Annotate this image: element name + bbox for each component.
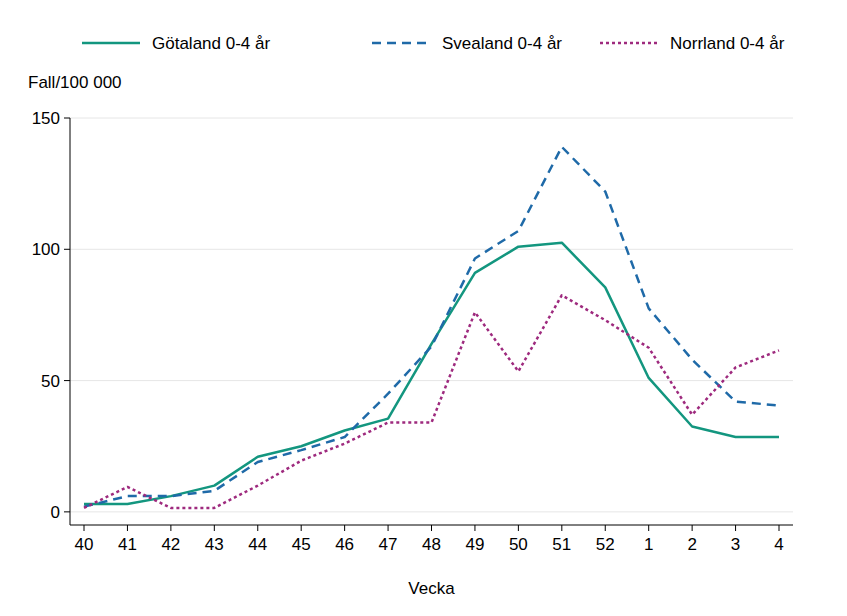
x-tick-label: 48 <box>422 535 441 554</box>
x-tick <box>170 525 171 531</box>
chart: 0 50 100 150 40 41 42 43 44 45 46 47 48 49 50 51 52 1 2 3 4 F… <box>0 0 847 616</box>
x-tick <box>344 525 345 531</box>
x-tick-label: 44 <box>248 535 267 554</box>
x-tick <box>605 525 606 531</box>
x-tick-label: 49 <box>465 535 484 554</box>
x-axis-title: Vecka <box>408 579 455 598</box>
grid-line <box>70 249 793 250</box>
x-tick-label: 42 <box>161 535 180 554</box>
x-tick <box>431 525 432 531</box>
x-tick <box>692 525 693 531</box>
y-tick-label: 100 <box>32 240 60 259</box>
x-tick-label: 40 <box>75 535 94 554</box>
x-tick <box>735 525 736 531</box>
y-tick-label: 50 <box>41 372 60 391</box>
plot-area <box>84 147 779 508</box>
x-tick-label: 45 <box>292 535 311 554</box>
x-tick-label: 41 <box>118 535 137 554</box>
grid-line <box>70 511 793 512</box>
y-tick <box>64 511 70 512</box>
x-tick <box>301 525 302 531</box>
x-tick-label: 46 <box>335 535 354 554</box>
x-tick-label: 4 <box>774 535 783 554</box>
y-tick <box>64 249 70 250</box>
x-tick <box>388 525 389 531</box>
legend-label: Svealand 0-4 år <box>442 34 562 53</box>
y-tick <box>64 380 70 381</box>
x-tick <box>518 525 519 531</box>
x-tick-label: 3 <box>731 535 740 554</box>
legend-swatch <box>82 42 140 45</box>
x-tick-label: 1 <box>644 535 653 554</box>
x-tick <box>779 525 780 531</box>
x-tick <box>257 525 258 531</box>
y-axis <box>70 118 71 525</box>
y-tick-label: 0 <box>51 503 60 522</box>
y-tick-label: 150 <box>32 109 60 128</box>
x-tick-label: 43 <box>205 535 224 554</box>
series-line <box>84 147 779 507</box>
x-tick <box>127 525 128 531</box>
x-tick-label: 52 <box>596 535 615 554</box>
legend-label: Norrland 0-4 år <box>670 34 785 53</box>
series-line <box>84 295 779 508</box>
y-axis-title: Fall/100 000 <box>28 73 122 92</box>
series-line <box>84 243 779 504</box>
x-tick <box>648 525 649 531</box>
x-tick-label: 51 <box>552 535 571 554</box>
x-tick <box>214 525 215 531</box>
x-tick <box>84 525 85 531</box>
legend-swatch <box>372 42 430 45</box>
legend-label: Götaland 0-4 år <box>152 34 270 53</box>
y-tick <box>64 118 70 119</box>
x-tick-label: 50 <box>509 535 528 554</box>
grid-line <box>70 118 793 119</box>
legend-swatch <box>600 42 658 45</box>
grid-line <box>70 380 793 381</box>
x-tick <box>474 525 475 531</box>
x-tick-label: 2 <box>687 535 696 554</box>
x-tick-label: 47 <box>379 535 398 554</box>
x-tick <box>561 525 562 531</box>
